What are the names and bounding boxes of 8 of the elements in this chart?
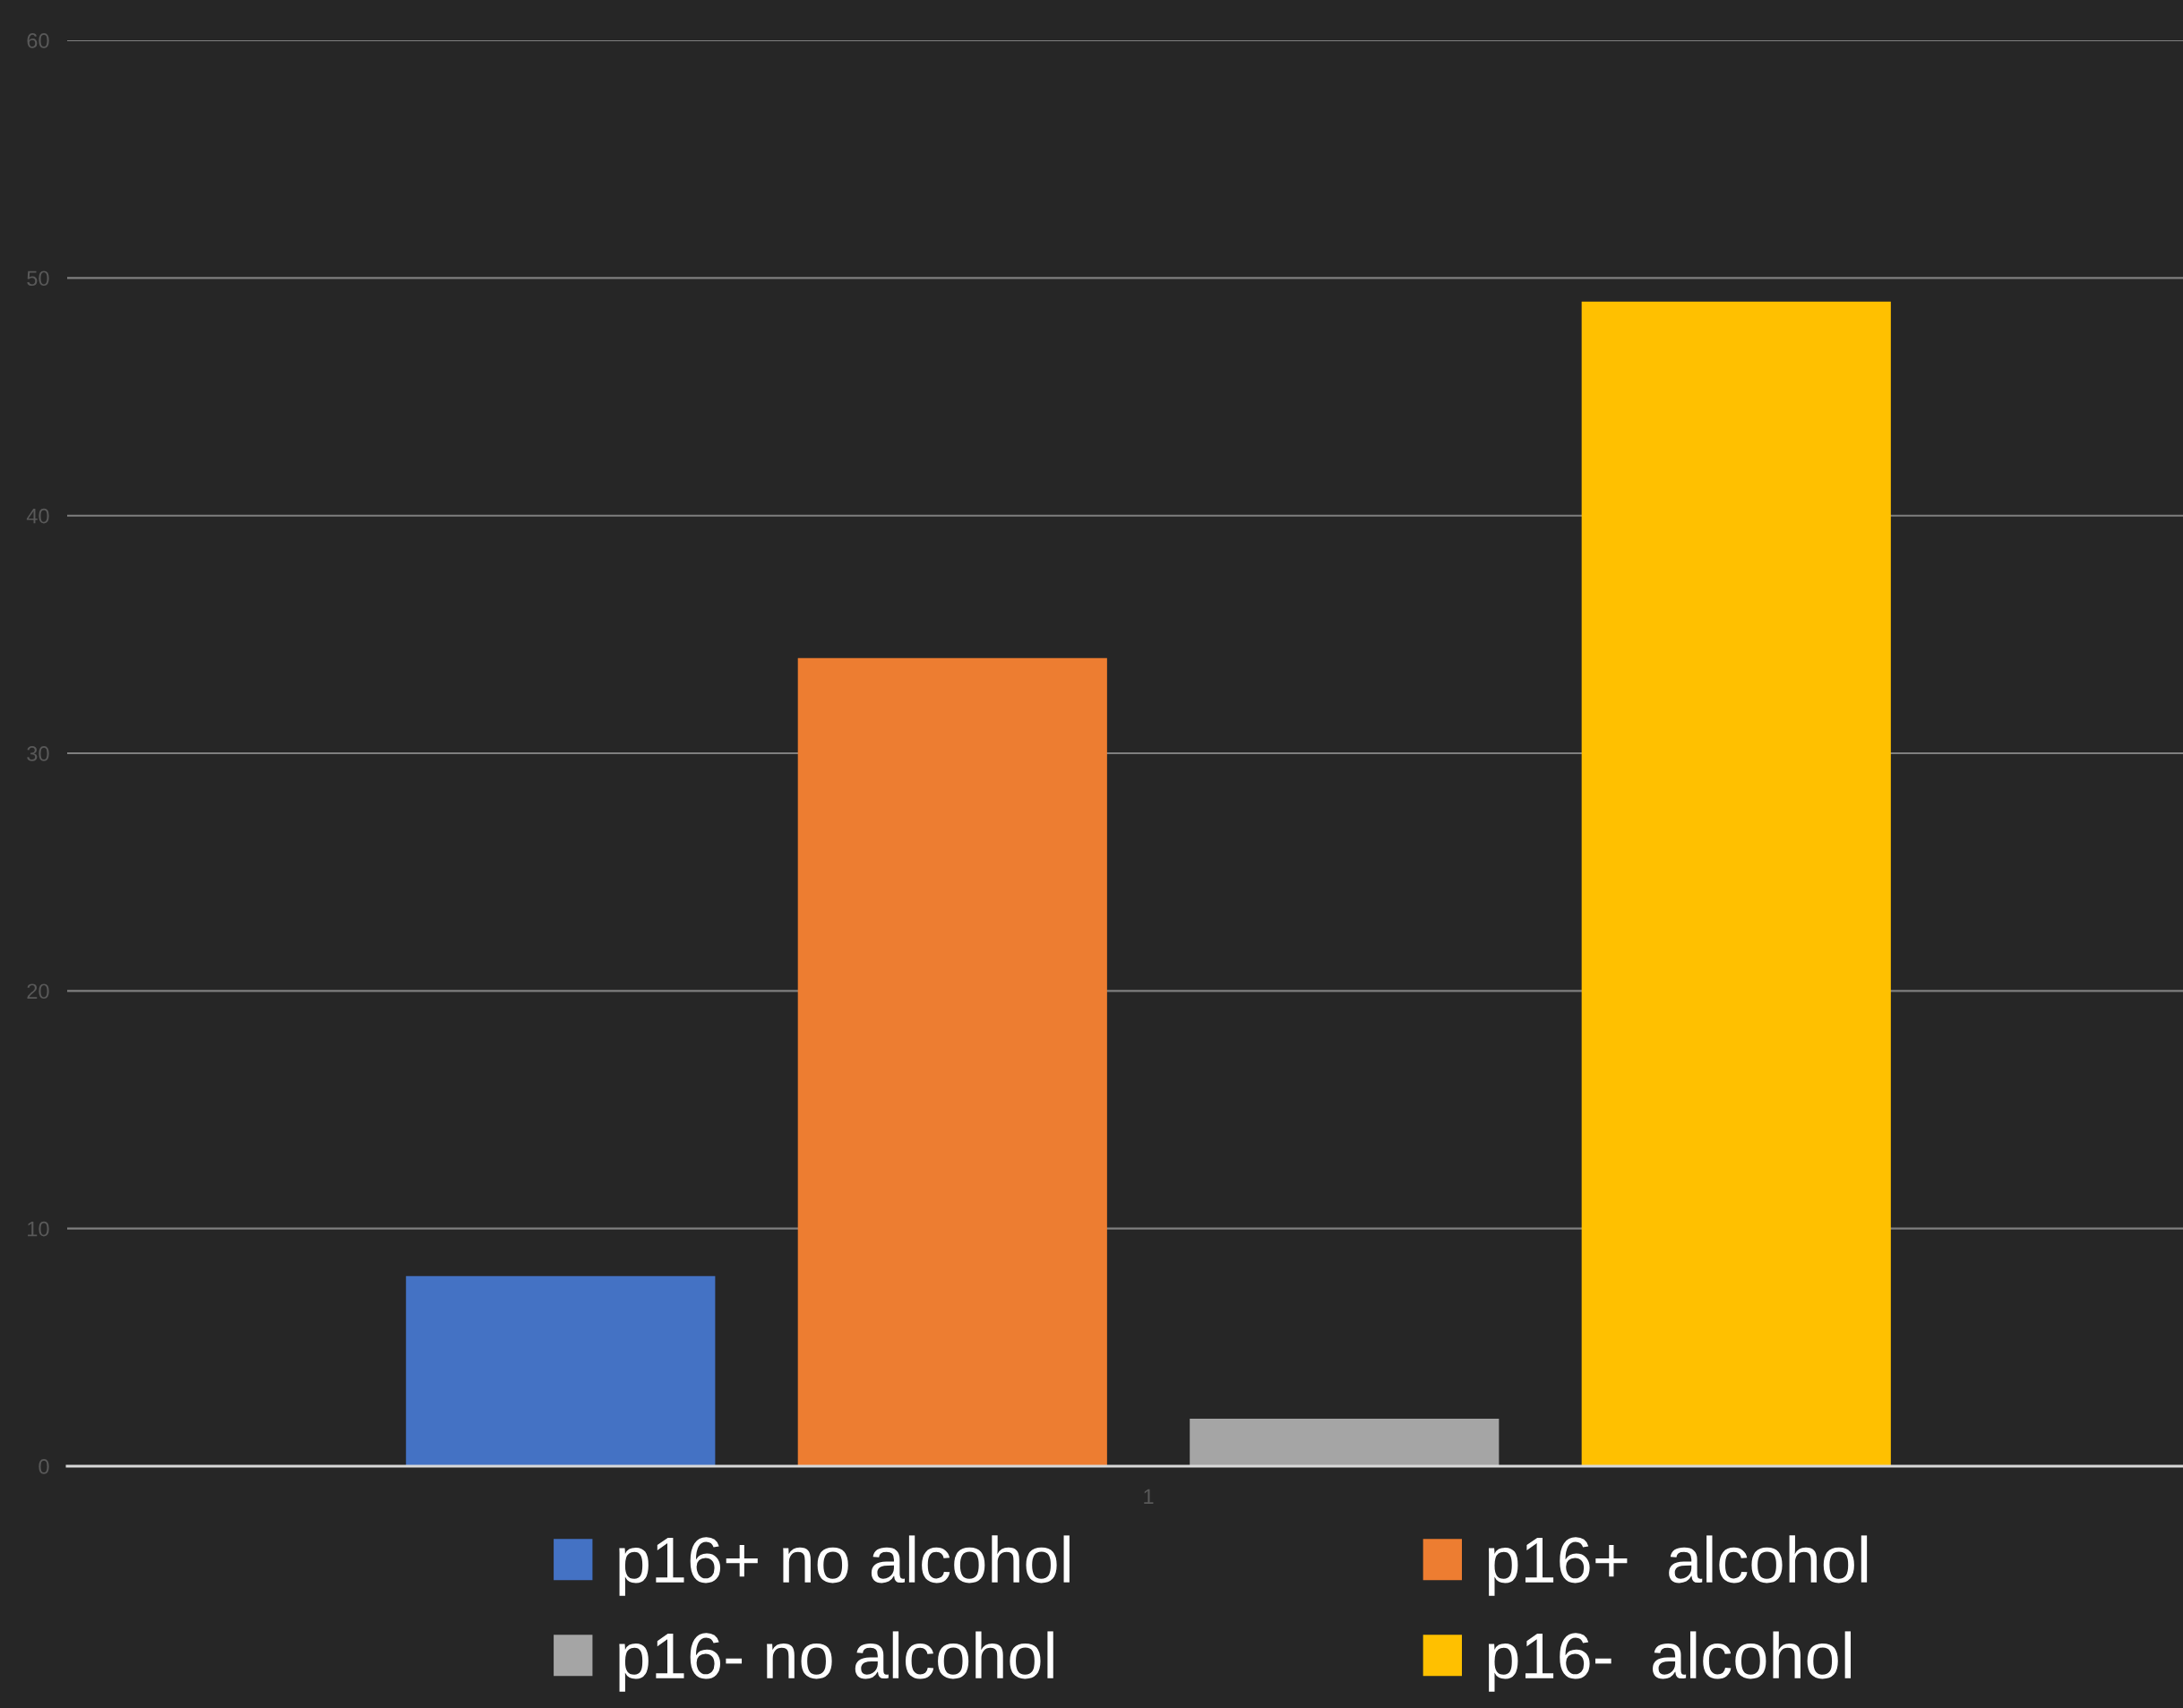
bar [1190,1418,1500,1466]
bar [1581,301,1891,1466]
legend-label: p16- alcohol [1488,1631,1852,1692]
legend-label: p16+ no alcohol [619,1535,1070,1596]
legend-label: p16+ alcohol [1488,1535,1868,1596]
bar [406,1275,716,1466]
legend-label: p16- no alcohol [619,1631,1053,1692]
bar [797,657,1107,1466]
